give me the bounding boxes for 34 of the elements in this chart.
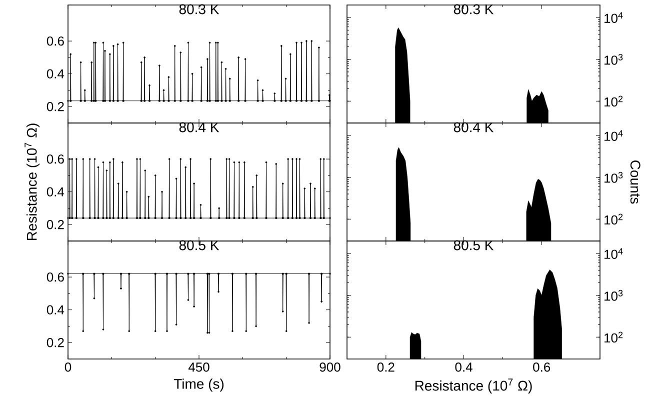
chart-title: 80.5 K [454, 240, 494, 250]
y-tick-label: 0.6 [46, 36, 64, 46]
chart-title: 80.5 K [179, 240, 220, 250]
y-tick-label: 10$^{3}$ [604, 172, 623, 183]
y-tick-label: 10$^{3}$ [604, 290, 623, 301]
x-tick-label: 0.2 [377, 362, 394, 372]
y-tick-label: 0.6 [46, 272, 64, 282]
chart-title: 80.4 K [179, 122, 220, 132]
y-tick-label: 0.2 [46, 338, 64, 348]
x-tick-label: 0.6 [533, 362, 550, 372]
x-tick-label: 450 [188, 362, 210, 372]
x-tick-label: 0 [64, 362, 72, 372]
y-axis-title: Resistance (10$^{7}$ Ω) [24, 124, 40, 240]
chart-title: 80.3 K [179, 4, 220, 14]
y-tick-label: 0.4 [46, 187, 64, 196]
y-axis-title: Counts [630, 160, 640, 204]
y-tick-label: 10$^{2}$ [604, 332, 623, 343]
x-tick-label: 0.4 [455, 362, 472, 372]
y-tick-label: 10$^{2}$ [604, 214, 623, 225]
x-axis-title: Resistance (10$^{7}$ Ω) [415, 378, 532, 394]
y-tick-label: 10$^{4}$ [604, 130, 623, 141]
y-tick-label: 10$^{4}$ [604, 248, 623, 259]
x-tick-label: 900 [320, 362, 340, 372]
y-tick-label: 10$^{3}$ [604, 54, 623, 65]
y-tick-label: 0.4 [46, 305, 64, 314]
y-tick-label: 10$^{2}$ [604, 96, 623, 107]
y-tick-label: 0.6 [46, 154, 64, 164]
x-axis-title: Time (s) [174, 378, 224, 392]
y-tick-label: 0.2 [46, 102, 64, 112]
y-tick-label: 0.4 [46, 69, 64, 78]
y-tick-label: 0.2 [46, 220, 64, 230]
y-tick-label: 10$^{4}$ [604, 12, 623, 23]
chart-title: 80.3 K [454, 4, 494, 14]
chart-title: 80.4 K [454, 122, 494, 132]
